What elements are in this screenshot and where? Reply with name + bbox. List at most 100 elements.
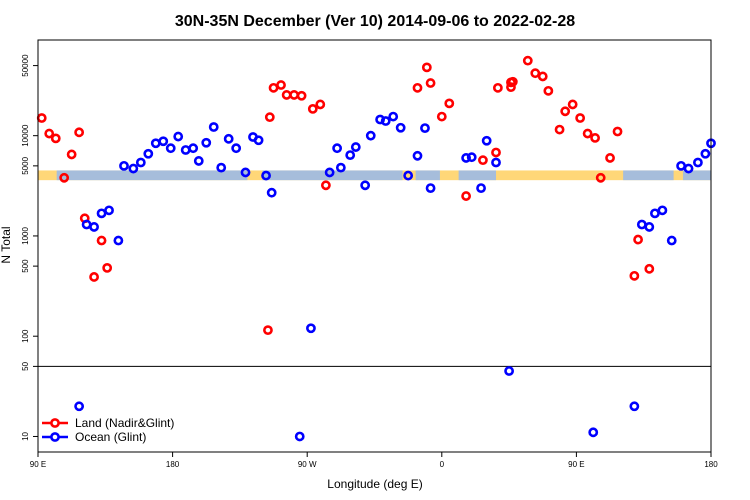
data-point [421, 62, 432, 73]
legend-marker [50, 432, 60, 442]
legend-label: Ocean (Glint) [75, 430, 146, 444]
data-point [644, 222, 655, 232]
data-point [476, 183, 486, 194]
data-point [307, 103, 318, 114]
data-point [554, 124, 565, 135]
x-tick-label: 90 W [298, 460, 317, 469]
data-point [590, 133, 600, 143]
data-point [266, 187, 277, 198]
data-point [657, 205, 668, 216]
data-point [420, 123, 430, 134]
data-point [294, 431, 305, 442]
data-point [700, 148, 711, 159]
x-axis-label: Longitude (deg E) [327, 477, 422, 491]
data-point [89, 272, 99, 282]
data-point [436, 111, 447, 122]
y-tick-label: 1000 [21, 226, 30, 244]
data-point [36, 113, 47, 123]
data-point [320, 180, 331, 191]
data-point [59, 172, 70, 183]
data-point [345, 150, 356, 161]
data-point [425, 78, 436, 88]
data-point [522, 55, 533, 66]
y-axis-label: N Total [0, 226, 13, 263]
data-point [388, 111, 399, 122]
coverage-band-ocean [458, 170, 497, 181]
data-point [173, 131, 184, 142]
data-point [693, 157, 703, 168]
data-point [491, 147, 501, 158]
points-layer [36, 55, 716, 442]
data-point [530, 68, 541, 79]
data-point [395, 122, 406, 133]
y-tick-label: 100 [21, 329, 30, 343]
data-point [425, 183, 436, 194]
data-point [261, 170, 271, 181]
data-point [461, 191, 472, 201]
data-point [335, 162, 346, 173]
data-point [104, 205, 114, 216]
x-tick-label: 90 E [30, 460, 46, 469]
data-point [461, 153, 472, 163]
y-tick-label: 500 [21, 259, 30, 273]
data-point [412, 82, 423, 93]
data-point [650, 208, 660, 219]
data-point [135, 157, 146, 168]
data-point [324, 167, 335, 178]
data-point [644, 263, 655, 274]
data-point [289, 90, 300, 100]
y-tick-label: 5000 [21, 156, 30, 174]
data-point [537, 71, 548, 82]
data-point [119, 160, 129, 171]
data-point [281, 90, 292, 100]
legend-label: Land (Nadir&Glint) [75, 416, 174, 430]
chart-title: 30N-35N December (Ver 10) 2014-09-06 to … [175, 13, 575, 30]
data-point [666, 235, 677, 246]
data-point [560, 106, 571, 117]
legend-marker [50, 418, 60, 428]
data-point [575, 113, 586, 123]
data-point [633, 234, 643, 245]
x-tick-label: 180 [166, 460, 180, 469]
data-point [128, 163, 139, 174]
data-point [636, 219, 647, 230]
y-tick-label: 50000 [21, 54, 30, 77]
data-point [629, 401, 640, 412]
data-point [588, 427, 599, 438]
data-point [143, 148, 154, 159]
data-point [478, 155, 488, 166]
data-point [268, 82, 279, 93]
data-point [74, 401, 85, 412]
data-point [543, 85, 554, 96]
data-point [216, 162, 227, 173]
y-tick-label: 50 [21, 361, 30, 370]
coverage-band-ocean [56, 170, 248, 181]
data-point [612, 126, 623, 137]
data-point [332, 143, 343, 154]
data-point [223, 133, 234, 144]
data-point [605, 153, 615, 163]
data-point [264, 112, 275, 123]
data-point [81, 219, 92, 230]
data-point [44, 128, 55, 139]
data-point [380, 116, 391, 126]
data-point [240, 167, 251, 178]
data-point [466, 152, 477, 163]
data-point [201, 137, 212, 148]
data-point [276, 80, 286, 90]
data-point [66, 149, 77, 160]
data-point [683, 163, 694, 174]
data-point [96, 208, 107, 219]
data-point [444, 98, 455, 109]
data-point [89, 222, 99, 232]
y-ticks: 10 50 100 500 1000 5000 10000 50000 [21, 54, 38, 441]
data-point [567, 99, 578, 110]
data-point [188, 143, 199, 154]
data-point [403, 170, 414, 181]
data-point [350, 142, 361, 152]
x-ticks: 90 E 180 90 W 0 90 E 180 [30, 452, 718, 469]
data-point [360, 180, 371, 191]
x-tick-label: 90 E [568, 460, 584, 469]
data-point [507, 76, 518, 87]
